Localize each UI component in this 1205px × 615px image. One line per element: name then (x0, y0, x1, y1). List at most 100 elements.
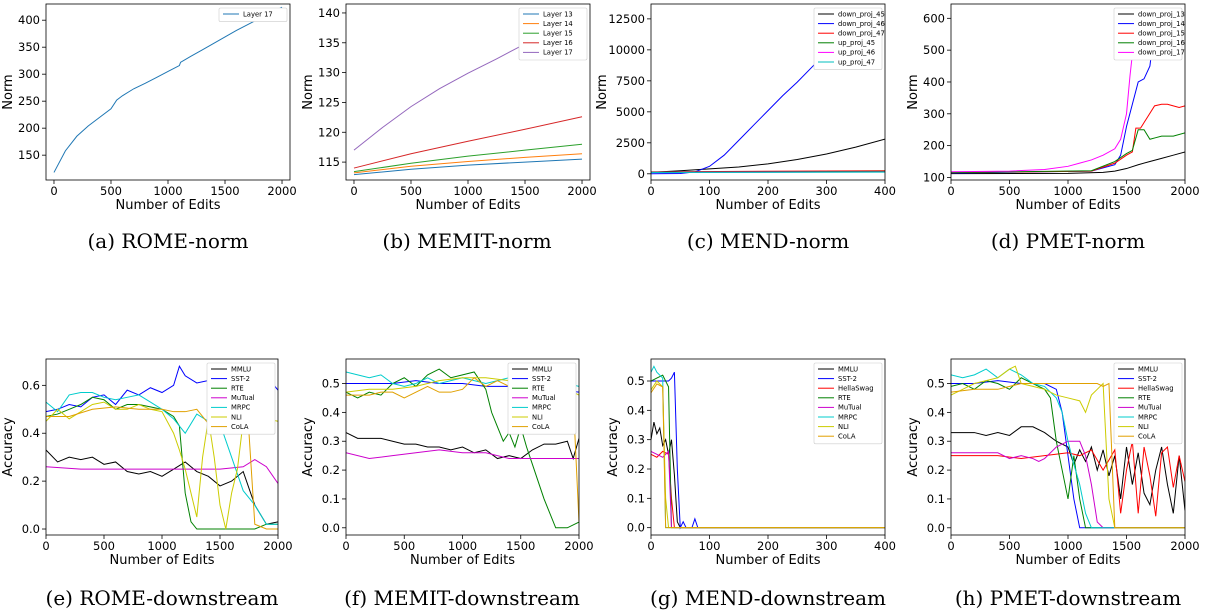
legend-label: Layer 16 (543, 39, 573, 47)
y-tick-label: 200 (923, 139, 945, 153)
series-line-rte (46, 396, 278, 530)
series-group (53, 6, 283, 173)
x-tick-label: 1500 (210, 184, 239, 198)
legend-label: MMLU (532, 365, 552, 373)
x-tick-label: 500 (93, 539, 115, 553)
series-line-down-proj-14 (951, 18, 1157, 174)
x-tick-label: 2000 (263, 539, 292, 553)
x-axis-label: Number of Edits (716, 198, 821, 213)
y-tick-label: 200 (18, 121, 40, 135)
x-tick-label: 2000 (1170, 184, 1199, 198)
x-tick-label: 500 (100, 184, 122, 198)
x-tick-label: 500 (999, 184, 1021, 198)
legend-label: MuTual (1138, 404, 1162, 412)
x-axis-label: Number of Edits (1016, 553, 1121, 568)
x-tick-label: 0 (42, 539, 49, 553)
x-tick-label: 0 (647, 184, 654, 198)
y-tick-label: 600 (923, 11, 945, 25)
y-tick-label: 0.1 (927, 492, 945, 506)
y-axis-label: Accuracy (301, 417, 316, 477)
y-tick-label: 0.0 (627, 521, 645, 535)
legend-label: NLI (838, 423, 849, 431)
x-tick-label: 1500 (510, 184, 539, 198)
chart-b: 0 500 1000 1500 2000 115 120 125 130 135 140 Number… (301, 3, 597, 213)
legend-label: MMLU (231, 365, 251, 373)
legend: down_proj_13 down_proj_14 down_proj_15down… (1113, 7, 1185, 61)
legend-label: RTE (838, 394, 851, 402)
y-tick-label: 400 (18, 13, 40, 27)
chart-e: 0 500 1000 1500 2000 0.0 0.2 0.4 0.6 Number of Ed… (1, 358, 293, 568)
legend-label: MRPC (532, 404, 552, 412)
y-tick-label: 100 (923, 170, 945, 184)
legend-label: Layer 15 (543, 30, 573, 38)
y-tick-label: 0.2 (927, 463, 945, 477)
x-tick-label: 300 (816, 184, 838, 198)
legend-label: down_proj_13 (1138, 10, 1185, 18)
x-tick-label: 1500 (1112, 539, 1141, 553)
series-line-layer-14 (353, 153, 583, 174)
legend-label: CoLA (1138, 433, 1156, 441)
series-line-down-proj-46 (651, 37, 842, 175)
series-line-layer-16 (353, 116, 583, 169)
x-axis-label: Number of Edits (110, 553, 215, 568)
y-tick-label: 0.2 (22, 474, 40, 488)
y-tick-label: 0.0 (322, 521, 340, 535)
legend-box (507, 362, 577, 435)
legend-label: NLI (231, 413, 242, 421)
x-tick-label: 200 (757, 539, 779, 553)
y-tick-label: 0.3 (322, 434, 340, 448)
y-tick-label: 0.0 (22, 522, 40, 536)
y-tick-label: 7500 (616, 74, 645, 88)
x-tick-label: 1000 (1053, 184, 1082, 198)
legend-label: RTE (532, 385, 545, 393)
x-tick-label: 1500 (506, 539, 535, 553)
series-line-mutual (951, 440, 1185, 529)
y-tick-label: 150 (18, 148, 40, 162)
x-tick-label: 400 (874, 184, 896, 198)
legend-label: CoLA (231, 423, 249, 431)
series-group (651, 365, 885, 530)
y-axis-label: Norm (906, 74, 921, 109)
x-tick-label: 1000 (153, 184, 182, 198)
x-axis-label: Number of Edits (416, 198, 521, 213)
y-tick-label: 12500 (608, 12, 645, 26)
chart-f: 0 500 1000 1500 2000 0.0 0.1 0.2 0.3 0.4 0.5 Number… (301, 358, 594, 568)
legend-label: HellaSwag (1138, 385, 1174, 393)
series-group (951, 18, 1185, 175)
y-tick-label: 120 (318, 125, 340, 139)
legend-label: up_proj_47 (838, 58, 875, 66)
series-line-mmlu (951, 426, 1185, 514)
y-tick-label: 300 (18, 67, 40, 81)
series-line-down-proj-13 (951, 151, 1185, 175)
y-tick-label: 350 (18, 40, 40, 54)
chart-g: 0 100 200 300 400 0.0 0.1 0.2 0.3 0.4 0.5 Number of… (606, 358, 896, 568)
legend-box (518, 7, 588, 61)
series-line-nli (951, 365, 1185, 529)
x-tick-label: 0 (947, 184, 954, 198)
legend-box (218, 7, 288, 22)
x-tick-label: 400 (874, 539, 896, 553)
y-tick-label: 0.4 (627, 403, 645, 417)
y-tick-label: 115 (318, 155, 340, 169)
series-line-hellaswag (651, 450, 885, 529)
legend-label: down_proj_17 (1138, 49, 1185, 57)
legend-label: Layer 17 (543, 49, 573, 57)
legend-label: Layer 17 (243, 10, 273, 18)
legend-label: MRPC (838, 413, 858, 421)
x-tick-label: 100 (699, 539, 721, 553)
legend-label: Layer 13 (543, 10, 573, 18)
legend-box (206, 362, 276, 435)
legend: Layer 17 (218, 7, 288, 22)
series-line-mmlu (46, 449, 278, 525)
y-tick-label: 0.4 (927, 405, 945, 419)
y-tick-label: 0.0 (927, 521, 945, 535)
legend-label: down_proj_47 (838, 30, 885, 38)
series-line-down-proj-15 (951, 103, 1185, 174)
legend-box (1113, 7, 1183, 61)
series-line-cola (651, 383, 885, 529)
y-tick-label: 0.4 (322, 405, 340, 419)
x-tick-label: 1000 (448, 539, 477, 553)
legend-label: CoLA (838, 433, 856, 441)
